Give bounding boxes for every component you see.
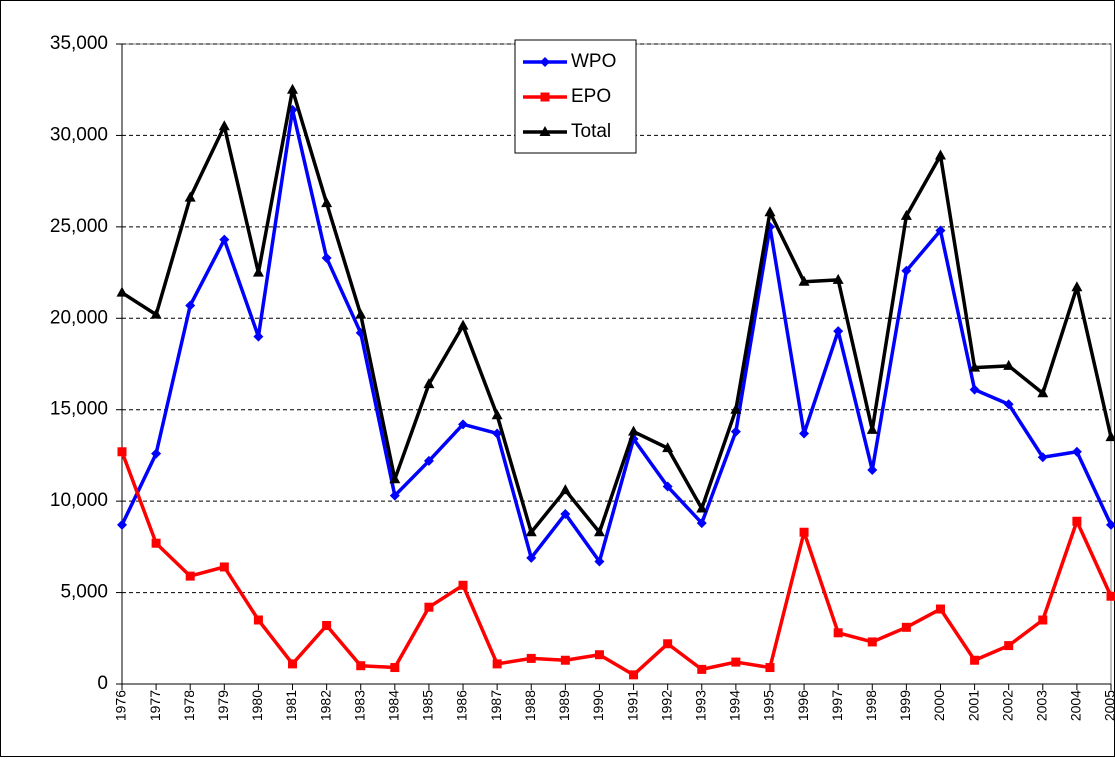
x-tick-label: 1982 — [317, 690, 333, 721]
x-tick-label: 2002 — [999, 690, 1015, 721]
x-tick-label: 1983 — [351, 690, 367, 721]
x-tick-label: 1986 — [454, 690, 470, 721]
x-tick-label: 1992 — [658, 690, 674, 721]
y-tick-label: 20,000 — [50, 307, 108, 328]
point — [1072, 517, 1081, 526]
x-tick-label: 2005 — [1102, 690, 1115, 721]
x-tick-label: 1995 — [761, 690, 777, 721]
x-tick-label: 2004 — [1068, 690, 1084, 721]
y-tick-label: 30,000 — [50, 124, 108, 145]
x-tick-label: 1989 — [556, 690, 572, 721]
x-tick-label: 1980 — [249, 690, 265, 721]
point — [1004, 641, 1013, 650]
legend-label: WPO — [571, 51, 616, 72]
point — [186, 572, 195, 581]
x-tick-label: 1978 — [181, 690, 197, 721]
point — [936, 605, 945, 614]
point — [152, 539, 161, 548]
point — [356, 661, 365, 670]
point — [629, 670, 638, 679]
point — [834, 628, 843, 637]
point — [765, 663, 774, 672]
x-tick-label: 1998 — [863, 690, 879, 721]
x-tick-label: 1990 — [590, 690, 606, 721]
point — [424, 603, 433, 612]
point — [731, 658, 740, 667]
x-tick-label: 1993 — [692, 690, 708, 721]
x-tick-label: 2001 — [965, 690, 981, 721]
x-tick-label: 1981 — [283, 690, 299, 721]
point — [254, 616, 263, 625]
legend-label: EPO — [571, 86, 611, 107]
x-tick-label: 1996 — [795, 690, 811, 721]
x-tick-label: 1991 — [624, 690, 640, 721]
y-tick-label: 10,000 — [50, 490, 108, 511]
y-tick-label: 35,000 — [50, 33, 108, 54]
point — [527, 654, 536, 663]
y-tick-label: 25,000 — [50, 216, 108, 237]
y-tick-label: 15,000 — [50, 399, 108, 420]
point — [541, 93, 550, 102]
x-tick-label: 1987 — [488, 690, 504, 721]
point — [322, 621, 331, 630]
x-tick-label: 1979 — [215, 690, 231, 721]
point — [118, 447, 127, 456]
x-tick-label: 1988 — [522, 690, 538, 721]
x-tick-label: 1976 — [113, 690, 129, 721]
point — [390, 663, 399, 672]
x-tick-label: 2000 — [931, 690, 947, 721]
legend-label: Total — [571, 121, 611, 142]
point — [902, 623, 911, 632]
point — [288, 659, 297, 668]
y-tick-label: 5,000 — [60, 582, 108, 603]
point — [868, 637, 877, 646]
point — [220, 562, 229, 571]
x-tick-label: 2003 — [1033, 690, 1049, 721]
y-tick-label: 0 — [97, 673, 108, 694]
point — [595, 650, 604, 659]
point — [970, 656, 979, 665]
point — [1107, 592, 1115, 601]
point — [697, 665, 706, 674]
x-tick-label: 1997 — [829, 690, 845, 721]
point — [561, 656, 570, 665]
x-tick-label: 1984 — [386, 690, 402, 721]
point — [459, 581, 468, 590]
point — [1038, 616, 1047, 625]
x-tick-label: 1977 — [147, 690, 163, 721]
point — [800, 528, 809, 537]
point — [493, 659, 502, 668]
point — [663, 639, 672, 648]
x-tick-label: 1985 — [420, 690, 436, 721]
x-tick-label: 1994 — [727, 690, 743, 721]
x-tick-label: 1999 — [897, 690, 913, 721]
